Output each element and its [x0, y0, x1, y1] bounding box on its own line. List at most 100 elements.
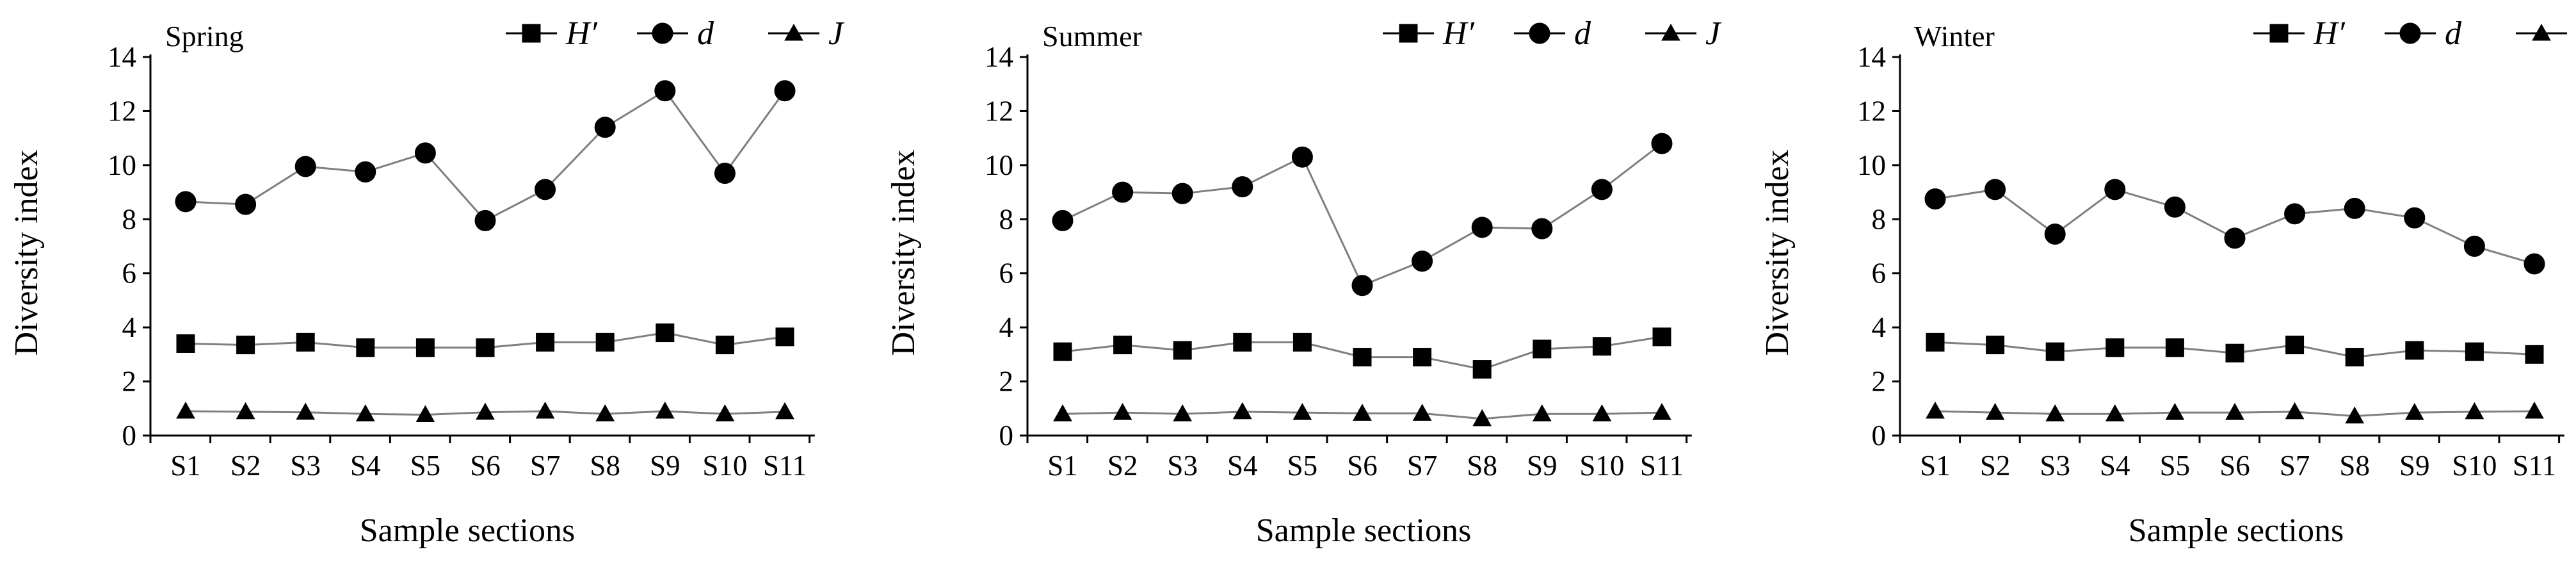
data-point	[356, 338, 375, 357]
y-tick-label: 2	[1872, 366, 1887, 398]
data-point	[1984, 179, 2006, 200]
data-point	[655, 401, 675, 419]
legend-label: H′	[1442, 15, 1476, 52]
legend-marker	[2399, 22, 2421, 44]
legend-label: J	[828, 15, 845, 52]
data-point	[2165, 338, 2184, 357]
x-tick-label: S9	[650, 450, 680, 482]
y-tick-label: 8	[999, 203, 1014, 235]
x-tick-label: S4	[1227, 450, 1258, 482]
y-tick-label: 0	[1872, 420, 1887, 452]
data-point	[176, 401, 195, 419]
y-tick-label: 12	[1857, 95, 1886, 127]
data-point	[1532, 404, 1552, 421]
legend-item: H′	[1383, 15, 1476, 52]
data-point	[2344, 197, 2365, 219]
data-point	[2225, 343, 2244, 363]
data-point	[476, 402, 495, 420]
y-tick-label: 4	[122, 311, 137, 343]
data-point	[1592, 337, 1611, 356]
data-point	[1533, 339, 1552, 359]
x-tick-label: S3	[290, 450, 321, 482]
data-point	[2404, 403, 2424, 420]
legend-item: J	[1645, 15, 1722, 52]
y-tick-label: 6	[999, 257, 1014, 290]
legend-marker	[2532, 23, 2551, 41]
panel-summer: 0 2 4 6 8 10 12 14 S1 S2 S3 S4 S5 S6 S7 S8 S9 S10 S11 Diver…	[885, 15, 1722, 549]
data-point	[536, 332, 555, 352]
x-tick-label: S10	[1579, 450, 1624, 482]
data-point	[1232, 176, 1253, 198]
data-point	[1412, 404, 1432, 421]
data-point	[2225, 403, 2244, 420]
x-tick-label: S1	[170, 450, 201, 482]
data-point	[1232, 402, 1252, 420]
data-point	[2044, 224, 2066, 245]
data-point	[2224, 227, 2246, 249]
x-tick-label: S5	[410, 450, 441, 482]
x-tick-label: S5	[2160, 450, 2191, 482]
data-point	[296, 402, 316, 420]
panel-title: Winter	[1914, 20, 1995, 53]
data-point	[1351, 275, 1373, 297]
data-point	[1173, 404, 1193, 421]
legend-item: d	[637, 15, 714, 52]
x-tick-label: S7	[1407, 450, 1438, 482]
x-tick-label: S7	[2280, 450, 2310, 482]
data-point	[1926, 332, 1945, 352]
legend-marker	[2269, 24, 2289, 43]
data-point	[2525, 401, 2544, 419]
data-point	[176, 334, 195, 353]
panel-spring: 0 2 4 6 8 10 12 14 S1 S2 S3 S4 S5 S6 S7 S8 S9 S10 S11 Diver…	[8, 15, 845, 549]
data-point	[1112, 181, 1134, 203]
x-tick-label: S2	[230, 450, 261, 482]
legend-marker	[784, 23, 803, 41]
legend-label: H′	[565, 15, 599, 52]
x-tick-label: S8	[2339, 450, 2370, 482]
x-tick-label: S10	[702, 450, 747, 482]
x-tick-label: S3	[2040, 450, 2070, 482]
legend-item: J	[768, 15, 845, 52]
y-tick-label: 4	[1872, 311, 1887, 343]
x-tick-label: S2	[1980, 450, 2011, 482]
x-tick-label: S3	[1167, 450, 1198, 482]
legend-item: H′	[2253, 15, 2346, 52]
data-point	[1292, 403, 1312, 420]
data-point	[2285, 336, 2305, 355]
data-point	[656, 323, 675, 343]
x-tick-label: S9	[1527, 450, 1558, 482]
x-tick-label: S6	[1347, 450, 1378, 482]
data-point	[1353, 404, 1372, 421]
data-point	[1413, 348, 1432, 367]
x-tick-label: S6	[470, 450, 501, 482]
series-d	[175, 80, 796, 231]
legend-label: H′	[2313, 15, 2346, 52]
data-point	[1986, 336, 2005, 355]
y-tick-label: 10	[108, 149, 136, 181]
panel-title: Spring	[165, 20, 244, 53]
data-point	[474, 209, 496, 231]
data-point	[355, 161, 376, 183]
data-point	[175, 191, 197, 213]
x-tick-label: S7	[530, 450, 561, 482]
legend: H′ d J	[2253, 15, 2567, 52]
data-point	[2405, 341, 2424, 360]
data-point	[1472, 360, 1492, 379]
data-point	[2105, 404, 2125, 421]
x-tick-label: S10	[2452, 450, 2497, 482]
y-tick-label: 12	[108, 95, 136, 127]
data-point	[2285, 402, 2305, 420]
data-point	[2465, 342, 2484, 361]
y-tick-label: 2	[122, 366, 137, 398]
x-tick-label: S11	[763, 450, 807, 482]
data-point	[2525, 345, 2544, 364]
x-tick-label: S8	[590, 450, 620, 482]
y-axis-title: Diversity index	[1759, 149, 1796, 355]
x-axis-title: Sample sections	[1256, 512, 1472, 549]
y-axis-title: Diversity index	[8, 149, 45, 355]
data-point	[2104, 179, 2126, 200]
legend-marker	[1529, 22, 1550, 44]
data-point	[2524, 253, 2545, 275]
y-tick-label: 6	[1872, 257, 1887, 290]
